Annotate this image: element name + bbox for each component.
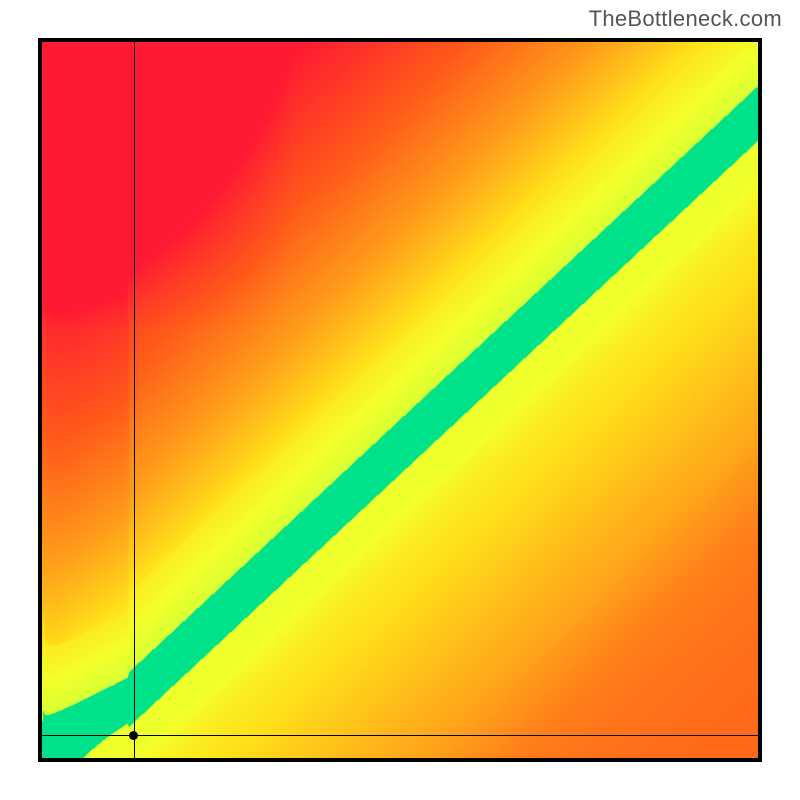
chart-frame [38, 38, 762, 762]
attribution-text: TheBottleneck.com [589, 6, 782, 32]
crosshair-vertical-line [134, 42, 135, 758]
crosshair-horizontal-line [42, 735, 758, 736]
heatmap-plot-area [42, 42, 758, 758]
bottleneck-heatmap-canvas [42, 42, 758, 758]
crosshair-marker-dot [129, 731, 138, 740]
